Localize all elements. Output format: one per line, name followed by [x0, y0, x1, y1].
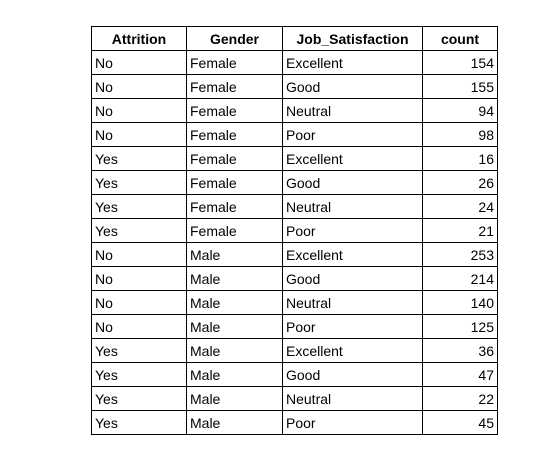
- table-cell: Yes: [91, 194, 187, 219]
- column-header: Gender: [186, 26, 283, 51]
- column-header: count: [422, 26, 498, 51]
- table-cell: Yes: [91, 146, 187, 171]
- table-cell: Female: [186, 122, 283, 147]
- table-cell: Male: [186, 242, 283, 267]
- table-cell: 253: [422, 242, 498, 267]
- table-row: Yes Male Poor 45: [91, 410, 498, 435]
- table-cell: No: [91, 314, 187, 339]
- table-row: Yes Female Good 26: [91, 170, 498, 195]
- table-row: No Female Good 155: [91, 74, 498, 99]
- table-cell: Poor: [282, 314, 423, 339]
- table-row: Yes Female Poor 21: [91, 218, 498, 243]
- table-cell: No: [91, 74, 187, 99]
- table-cell: No: [91, 50, 187, 75]
- table-cell: Excellent: [282, 146, 423, 171]
- table-cell: 98: [422, 122, 498, 147]
- table-cell: Female: [186, 170, 283, 195]
- table-cell: Male: [186, 386, 283, 411]
- table-cell: 21: [422, 218, 498, 243]
- table-row: No Male Neutral 140: [91, 290, 498, 315]
- table-cell: Yes: [91, 386, 187, 411]
- table-cell: Female: [186, 74, 283, 99]
- table-cell: Good: [282, 170, 423, 195]
- table-cell: Excellent: [282, 338, 423, 363]
- table-cell: Female: [186, 218, 283, 243]
- table-cell: Male: [186, 290, 283, 315]
- table-cell: Male: [186, 338, 283, 363]
- table-row: No Female Neutral 94: [91, 98, 498, 123]
- table-cell: Female: [186, 50, 283, 75]
- table-cell: Excellent: [282, 242, 423, 267]
- table-cell: Yes: [91, 338, 187, 363]
- table-cell: 45: [422, 410, 498, 435]
- table-cell: 125: [422, 314, 498, 339]
- table-row: No Male Good 214: [91, 266, 498, 291]
- column-header: Attrition: [91, 26, 187, 51]
- table-cell: Male: [186, 266, 283, 291]
- table-row: No Female Poor 98: [91, 122, 498, 147]
- table-cell: 214: [422, 266, 498, 291]
- table-cell: 22: [422, 386, 498, 411]
- table-cell: Neutral: [282, 386, 423, 411]
- table-cell: 16: [422, 146, 498, 171]
- table-row: Yes Male Neutral 22: [91, 386, 498, 411]
- table-cell: Yes: [91, 218, 187, 243]
- table-row: Yes Male Good 47: [91, 362, 498, 387]
- table-cell: Male: [186, 314, 283, 339]
- table-cell: Poor: [282, 218, 423, 243]
- table-cell: Neutral: [282, 290, 423, 315]
- table-cell: 26: [422, 170, 498, 195]
- table-cell: Female: [186, 194, 283, 219]
- table-row: No Male Poor 125: [91, 314, 498, 339]
- table-cell: Yes: [91, 410, 187, 435]
- table-cell: No: [91, 98, 187, 123]
- table-cell: Poor: [282, 410, 423, 435]
- table-cell: 140: [422, 290, 498, 315]
- table-cell: No: [91, 122, 187, 147]
- data-table: Attrition Gender Job_Satisfaction count No F…: [91, 26, 498, 435]
- table-cell: 47: [422, 362, 498, 387]
- table-cell: Male: [186, 410, 283, 435]
- table-cell: 24: [422, 194, 498, 219]
- table-row: Yes Female Excellent 16: [91, 146, 498, 171]
- table-row: Yes Female Neutral 24: [91, 194, 498, 219]
- table-cell: Good: [282, 266, 423, 291]
- table-cell: No: [91, 290, 187, 315]
- table-cell: 36: [422, 338, 498, 363]
- table-cell: 155: [422, 74, 498, 99]
- table-cell: Yes: [91, 170, 187, 195]
- table-row: No Female Excellent 154: [91, 50, 498, 75]
- table-cell: Excellent: [282, 50, 423, 75]
- table-cell: Male: [186, 362, 283, 387]
- table-row: Yes Male Excellent 36: [91, 338, 498, 363]
- table-cell: Good: [282, 74, 423, 99]
- table-cell: Yes: [91, 362, 187, 387]
- table-cell: No: [91, 266, 187, 291]
- table-cell: Poor: [282, 122, 423, 147]
- column-header: Job_Satisfaction: [282, 26, 423, 51]
- table-cell: Female: [186, 98, 283, 123]
- table-cell: Neutral: [282, 194, 423, 219]
- table-cell: Good: [282, 362, 423, 387]
- table-cell: 154: [422, 50, 498, 75]
- table-cell: Female: [186, 146, 283, 171]
- table-row: No Male Excellent 253: [91, 242, 498, 267]
- table-body: No Female Excellent 154 No Female Good 155 No Fem…: [91, 50, 498, 435]
- table-cell: Neutral: [282, 98, 423, 123]
- table-cell: 94: [422, 98, 498, 123]
- header-row: Attrition Gender Job_Satisfaction count: [91, 26, 498, 51]
- table-cell: No: [91, 242, 187, 267]
